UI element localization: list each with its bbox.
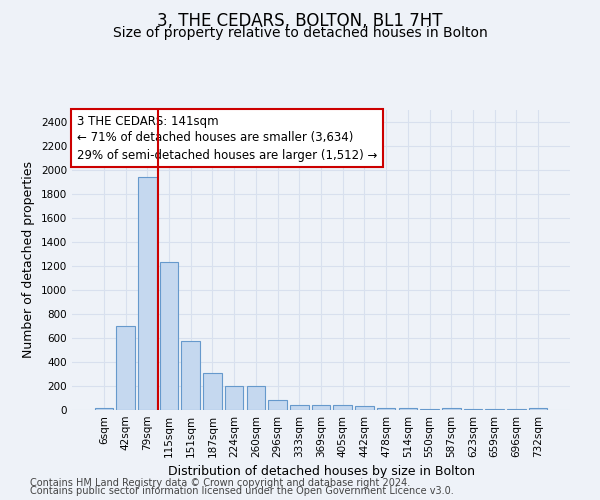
Bar bbox=[138, 177, 157, 410]
Bar bbox=[442, 408, 461, 410]
Bar bbox=[421, 409, 439, 410]
Text: 3, THE CEDARS, BOLTON, BL1 7HT: 3, THE CEDARS, BOLTON, BL1 7HT bbox=[157, 12, 443, 30]
Text: Contains HM Land Registry data © Crown copyright and database right 2024.: Contains HM Land Registry data © Crown c… bbox=[30, 478, 410, 488]
Bar bbox=[203, 374, 221, 410]
X-axis label: Distribution of detached houses by size in Bolton: Distribution of detached houses by size … bbox=[167, 466, 475, 478]
Bar bbox=[95, 408, 113, 410]
Bar bbox=[398, 408, 417, 410]
Bar bbox=[529, 408, 547, 410]
Bar bbox=[334, 406, 352, 410]
Bar bbox=[312, 406, 330, 410]
Bar bbox=[116, 326, 135, 410]
Text: Size of property relative to detached houses in Bolton: Size of property relative to detached ho… bbox=[113, 26, 487, 40]
Bar bbox=[247, 386, 265, 410]
Bar bbox=[355, 406, 374, 410]
Y-axis label: Number of detached properties: Number of detached properties bbox=[22, 162, 35, 358]
Bar bbox=[181, 341, 200, 410]
Bar bbox=[290, 404, 308, 410]
Bar bbox=[268, 400, 287, 410]
Bar bbox=[225, 386, 244, 410]
Bar bbox=[377, 408, 395, 410]
Bar bbox=[160, 262, 178, 410]
Text: Contains public sector information licensed under the Open Government Licence v3: Contains public sector information licen… bbox=[30, 486, 454, 496]
Text: 3 THE CEDARS: 141sqm
← 71% of detached houses are smaller (3,634)
29% of semi-de: 3 THE CEDARS: 141sqm ← 71% of detached h… bbox=[77, 114, 377, 162]
